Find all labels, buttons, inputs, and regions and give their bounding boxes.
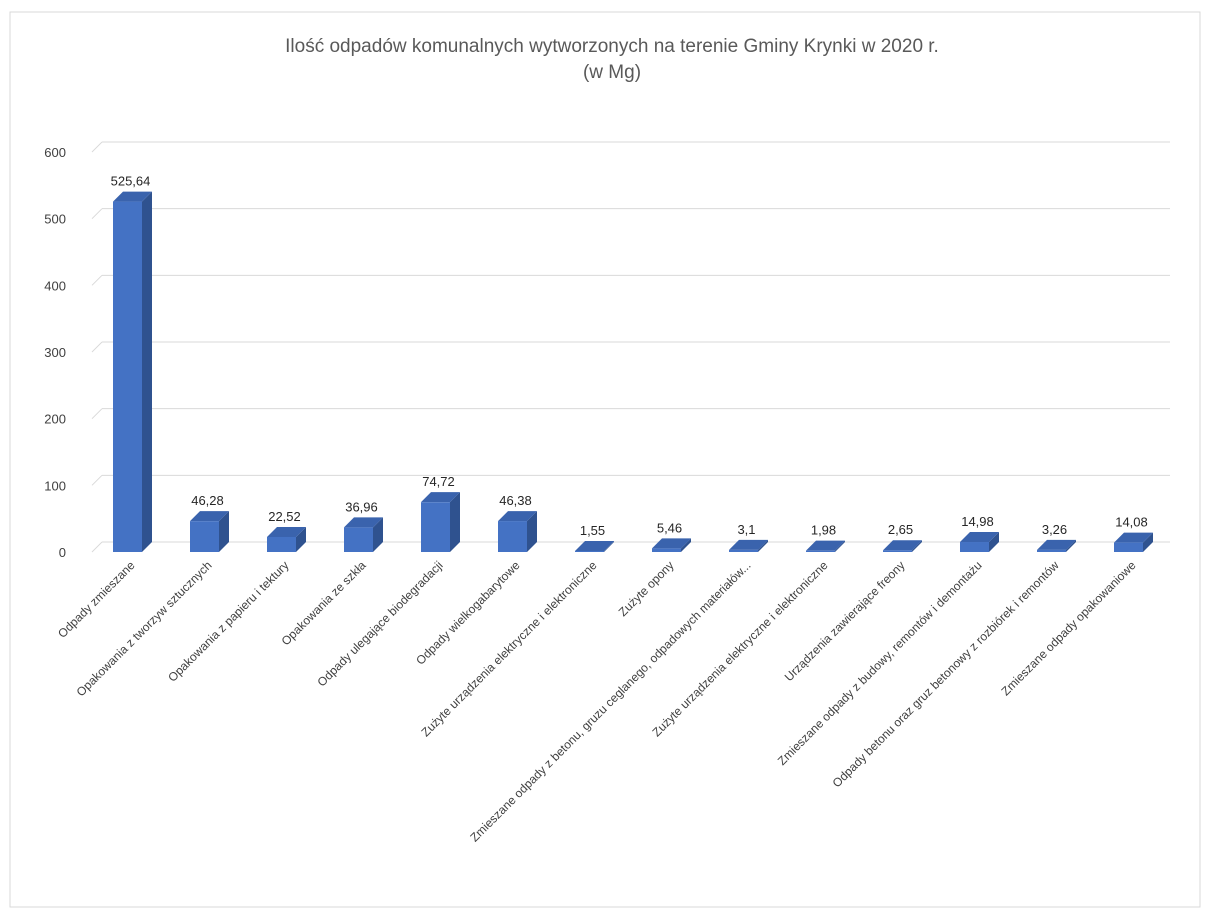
y-tick-label: 100	[44, 478, 66, 493]
bar-front	[421, 502, 450, 552]
bar	[113, 192, 152, 552]
data-label: 3,26	[1042, 522, 1067, 537]
y-tick-label: 600	[44, 145, 66, 160]
bar-front	[806, 551, 835, 552]
data-label: 525,64	[111, 174, 151, 189]
y-tick-label: 0	[59, 545, 66, 560]
y-tick-label: 300	[44, 345, 66, 360]
bar	[421, 492, 460, 552]
data-label: 74,72	[422, 474, 455, 489]
chart-border	[10, 12, 1200, 907]
bar	[344, 517, 383, 552]
bar-front	[267, 537, 296, 552]
chart-subtitle: (w Mg)	[583, 62, 641, 83]
data-label: 46,38	[499, 493, 532, 508]
chart-title: Ilość odpadów komunalnych wytworzonych n…	[285, 36, 939, 57]
bar-front	[1037, 550, 1066, 552]
y-tick-label: 500	[44, 212, 66, 227]
data-label: 46,28	[191, 493, 224, 508]
bar-front	[498, 521, 527, 552]
y-tick-label: 400	[44, 278, 66, 293]
bar-front	[729, 550, 758, 552]
bar-side	[142, 192, 152, 552]
bar-front	[960, 542, 989, 552]
bar	[498, 511, 537, 552]
bar-front	[575, 551, 604, 552]
data-label: 22,52	[268, 509, 301, 524]
bar-front	[190, 521, 219, 552]
data-label: 1,98	[811, 523, 836, 538]
data-label: 36,96	[345, 499, 378, 514]
bar	[190, 511, 229, 552]
data-label: 5,46	[657, 520, 682, 535]
bar-front	[883, 550, 912, 552]
bar-front	[113, 202, 142, 552]
bar-front	[344, 527, 373, 552]
data-label: 1,55	[580, 523, 605, 538]
data-label: 14,98	[961, 514, 994, 529]
bar-front	[1114, 543, 1143, 552]
bar-front	[652, 548, 681, 552]
data-label: 14,08	[1115, 515, 1148, 530]
data-label: 3,1	[737, 522, 755, 537]
bar-side	[450, 492, 460, 552]
y-tick-label: 200	[44, 412, 66, 427]
data-label: 2,65	[888, 522, 913, 537]
